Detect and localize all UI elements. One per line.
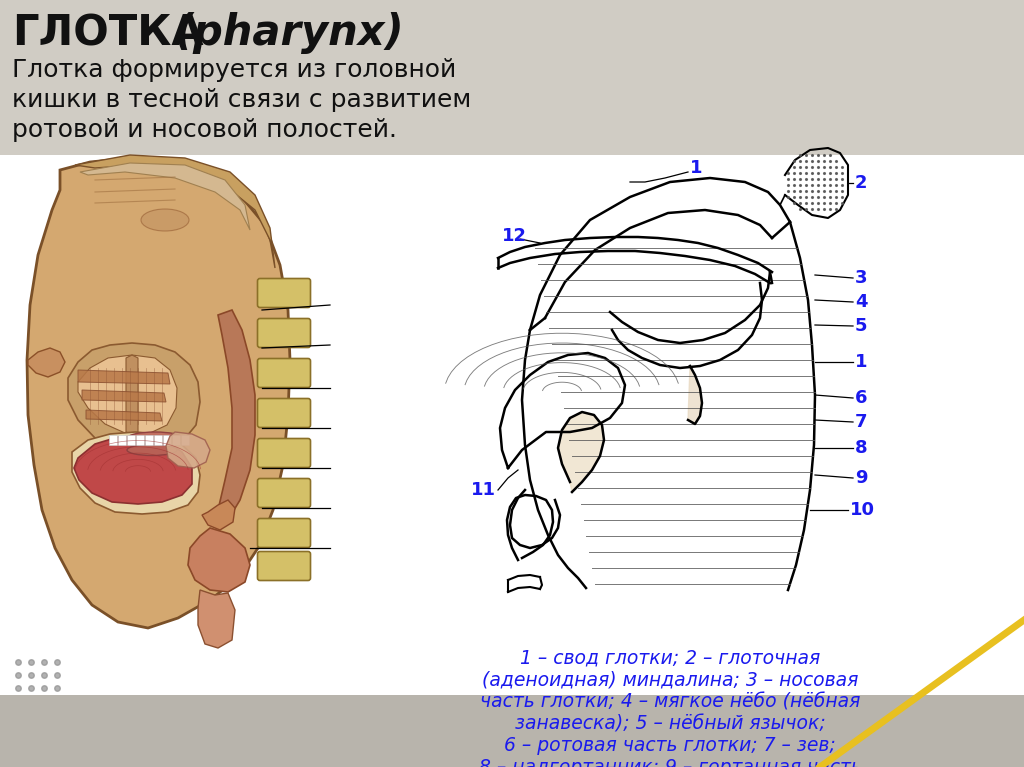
Polygon shape (72, 432, 200, 514)
Text: 9: 9 (855, 469, 867, 487)
Polygon shape (75, 155, 275, 268)
Polygon shape (74, 436, 193, 504)
Text: 8 – надгортанник; 9 – гортанная часть: 8 – надгортанник; 9 – гортанная часть (478, 758, 861, 767)
Text: 5: 5 (855, 317, 867, 335)
FancyBboxPatch shape (136, 436, 144, 446)
FancyBboxPatch shape (155, 436, 163, 446)
Polygon shape (166, 432, 210, 468)
FancyBboxPatch shape (257, 358, 310, 387)
FancyBboxPatch shape (0, 155, 1024, 695)
Polygon shape (28, 348, 65, 377)
FancyBboxPatch shape (257, 479, 310, 508)
FancyBboxPatch shape (257, 318, 310, 347)
Text: 11: 11 (471, 481, 496, 499)
Text: часть глотки; 4 – мягкое нёбо (нёбная: часть глотки; 4 – мягкое нёбо (нёбная (480, 692, 860, 711)
FancyBboxPatch shape (128, 436, 135, 446)
Polygon shape (27, 158, 290, 628)
Text: ротовой и носовой полостей.: ротовой и носовой полостей. (12, 118, 397, 142)
FancyBboxPatch shape (257, 278, 310, 308)
FancyBboxPatch shape (119, 436, 127, 446)
Polygon shape (126, 355, 138, 434)
Ellipse shape (128, 432, 182, 444)
Ellipse shape (141, 209, 189, 231)
Text: 4: 4 (855, 293, 867, 311)
Text: 6 – ротовая часть глотки; 7 – зев;: 6 – ротовая часть глотки; 7 – зев; (504, 736, 836, 755)
FancyBboxPatch shape (257, 518, 310, 548)
FancyBboxPatch shape (181, 436, 189, 446)
Text: (аденоидная) миндалина; 3 – носовая: (аденоидная) миндалина; 3 – носовая (482, 670, 858, 689)
FancyBboxPatch shape (145, 436, 154, 446)
FancyBboxPatch shape (0, 0, 1024, 155)
Text: 3: 3 (855, 269, 867, 287)
Ellipse shape (127, 445, 177, 456)
Polygon shape (688, 366, 702, 424)
Text: 2: 2 (855, 174, 867, 192)
Polygon shape (78, 370, 170, 384)
Text: кишки в тесной связи с развитием: кишки в тесной связи с развитием (12, 88, 471, 112)
FancyBboxPatch shape (0, 695, 1024, 767)
FancyBboxPatch shape (257, 551, 310, 581)
Polygon shape (82, 390, 166, 402)
Text: 12: 12 (502, 227, 527, 245)
FancyBboxPatch shape (110, 436, 118, 446)
Text: 8: 8 (855, 439, 867, 457)
Polygon shape (188, 528, 250, 592)
Polygon shape (86, 410, 162, 421)
Text: Глотка формируется из головной: Глотка формируется из головной (12, 58, 457, 82)
FancyBboxPatch shape (164, 436, 171, 446)
Text: 10: 10 (850, 501, 874, 519)
Text: (pharynx): (pharynx) (175, 12, 404, 54)
Polygon shape (218, 310, 255, 520)
Text: 1 – свод глотки; 2 – глоточная: 1 – свод глотки; 2 – глоточная (520, 648, 820, 667)
Text: 1: 1 (690, 159, 702, 177)
Polygon shape (202, 500, 234, 530)
Text: 6: 6 (855, 389, 867, 407)
Polygon shape (80, 163, 250, 230)
Polygon shape (558, 412, 604, 492)
Polygon shape (198, 590, 234, 648)
Polygon shape (78, 355, 177, 434)
Text: занавеска); 5 – нёбный язычок;: занавеска); 5 – нёбный язычок; (515, 714, 825, 733)
FancyBboxPatch shape (257, 399, 310, 427)
Text: 7: 7 (855, 413, 867, 431)
Text: 1: 1 (855, 353, 867, 371)
FancyBboxPatch shape (172, 436, 180, 446)
Text: ГЛОТКА: ГЛОТКА (12, 12, 204, 54)
FancyBboxPatch shape (257, 439, 310, 468)
Polygon shape (68, 343, 200, 452)
